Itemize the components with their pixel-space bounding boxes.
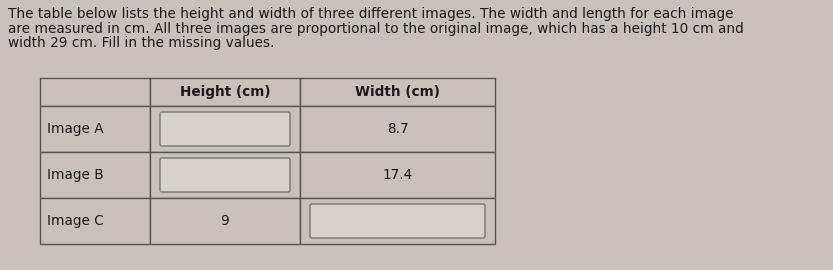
Text: Image A: Image A xyxy=(47,122,103,136)
Text: 17.4: 17.4 xyxy=(382,168,412,182)
Bar xyxy=(300,106,495,152)
Bar xyxy=(300,198,495,244)
Bar xyxy=(150,106,300,152)
Bar xyxy=(40,198,150,244)
Bar xyxy=(40,152,150,198)
Text: 8.7: 8.7 xyxy=(387,122,408,136)
Text: Image B: Image B xyxy=(47,168,103,182)
Text: Height (cm): Height (cm) xyxy=(180,85,270,99)
Text: are measured in cm. All three images are proportional to the original image, whi: are measured in cm. All three images are… xyxy=(8,22,744,35)
Bar xyxy=(150,152,300,198)
FancyBboxPatch shape xyxy=(310,204,485,238)
Bar xyxy=(150,198,300,244)
Text: Width (cm): Width (cm) xyxy=(355,85,440,99)
Text: The table below lists the height and width of three different images. The width : The table below lists the height and wid… xyxy=(8,7,734,21)
Text: 9: 9 xyxy=(221,214,229,228)
Bar xyxy=(40,106,150,152)
Bar xyxy=(40,78,150,106)
Bar xyxy=(300,78,495,106)
Bar xyxy=(150,78,300,106)
Bar xyxy=(300,152,495,198)
FancyBboxPatch shape xyxy=(160,158,290,192)
Text: Image C: Image C xyxy=(47,214,104,228)
Text: width 29 cm. Fill in the missing values.: width 29 cm. Fill in the missing values. xyxy=(8,36,275,50)
FancyBboxPatch shape xyxy=(160,112,290,146)
